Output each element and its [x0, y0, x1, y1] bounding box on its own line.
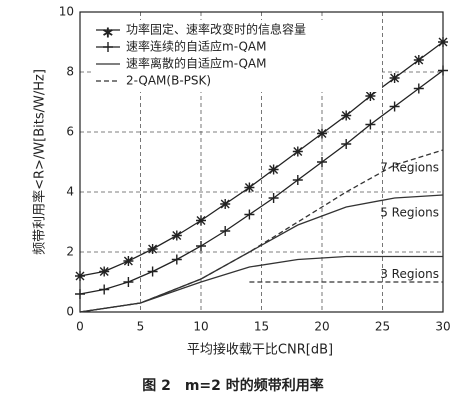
marker — [317, 157, 327, 167]
x-tick-label: 0 — [76, 320, 84, 334]
y-axis-label: 频带利用率<R>/W[Bits/W/Hz] — [32, 69, 48, 255]
y-tick-label: 2 — [66, 245, 74, 259]
marker — [147, 266, 158, 277]
x-tick-label: 20 — [314, 320, 329, 334]
x-axis-label: 平均接收载干比CNR[dB] — [187, 342, 333, 358]
y-tick-label: 0 — [66, 305, 74, 319]
marker — [196, 215, 206, 226]
curve-annotation: 7 Regions — [380, 161, 439, 175]
y-tick-label: 6 — [66, 125, 74, 139]
marker — [268, 193, 279, 203]
marker — [438, 65, 448, 76]
marker — [220, 199, 231, 209]
legend-marker: ∗ — [101, 23, 114, 42]
marker — [196, 241, 206, 251]
legend-label: 2-QAM(B-PSK) — [126, 74, 211, 88]
marker — [438, 37, 448, 47]
x-tick-label: 25 — [375, 320, 390, 334]
marker — [292, 175, 303, 185]
marker — [99, 284, 110, 295]
marker — [341, 110, 352, 121]
series-line — [79, 69, 444, 295]
curve-annotation: 5 Regions — [380, 206, 439, 220]
legend-box — [92, 20, 382, 92]
marker — [244, 209, 255, 220]
legend-marker — [103, 42, 113, 52]
x-tick-label: 5 — [137, 320, 145, 334]
y-tick-label: 4 — [66, 185, 74, 199]
curve-annotation: 3 Regions — [380, 267, 439, 281]
chart-title: 图 2 m=2 时的频带利用率 — [142, 377, 324, 394]
x-tick-label: 10 — [193, 320, 208, 334]
marker — [147, 244, 158, 254]
marker — [268, 164, 279, 175]
marker — [413, 55, 424, 65]
x-tick-label: 30 — [435, 320, 450, 334]
y-tick-label: 8 — [66, 65, 74, 79]
marker — [171, 230, 182, 241]
marker — [341, 139, 352, 149]
series-line — [79, 41, 444, 277]
marker — [317, 128, 327, 139]
marker — [365, 91, 376, 101]
marker — [123, 277, 134, 287]
x-tick-label: 15 — [254, 320, 269, 334]
legend-label: 功率固定、速率改变时的信息容量 — [126, 22, 306, 37]
marker — [244, 182, 255, 193]
marker — [220, 226, 231, 236]
marker — [75, 271, 85, 281]
marker — [99, 266, 110, 277]
legend-label: 速率离散的自适应m-QAM — [126, 56, 266, 71]
marker — [292, 146, 303, 157]
marker — [75, 289, 85, 299]
marker — [389, 73, 400, 83]
legend-label: 速率连续的自适应m-QAM — [126, 39, 266, 54]
marker — [413, 83, 424, 94]
marker — [389, 101, 400, 112]
marker — [123, 256, 134, 266]
y-tick-label: 10 — [59, 5, 74, 19]
marker — [365, 119, 376, 130]
plot-frame — [79, 11, 444, 313]
series-line — [79, 255, 443, 313]
marker — [171, 254, 182, 265]
